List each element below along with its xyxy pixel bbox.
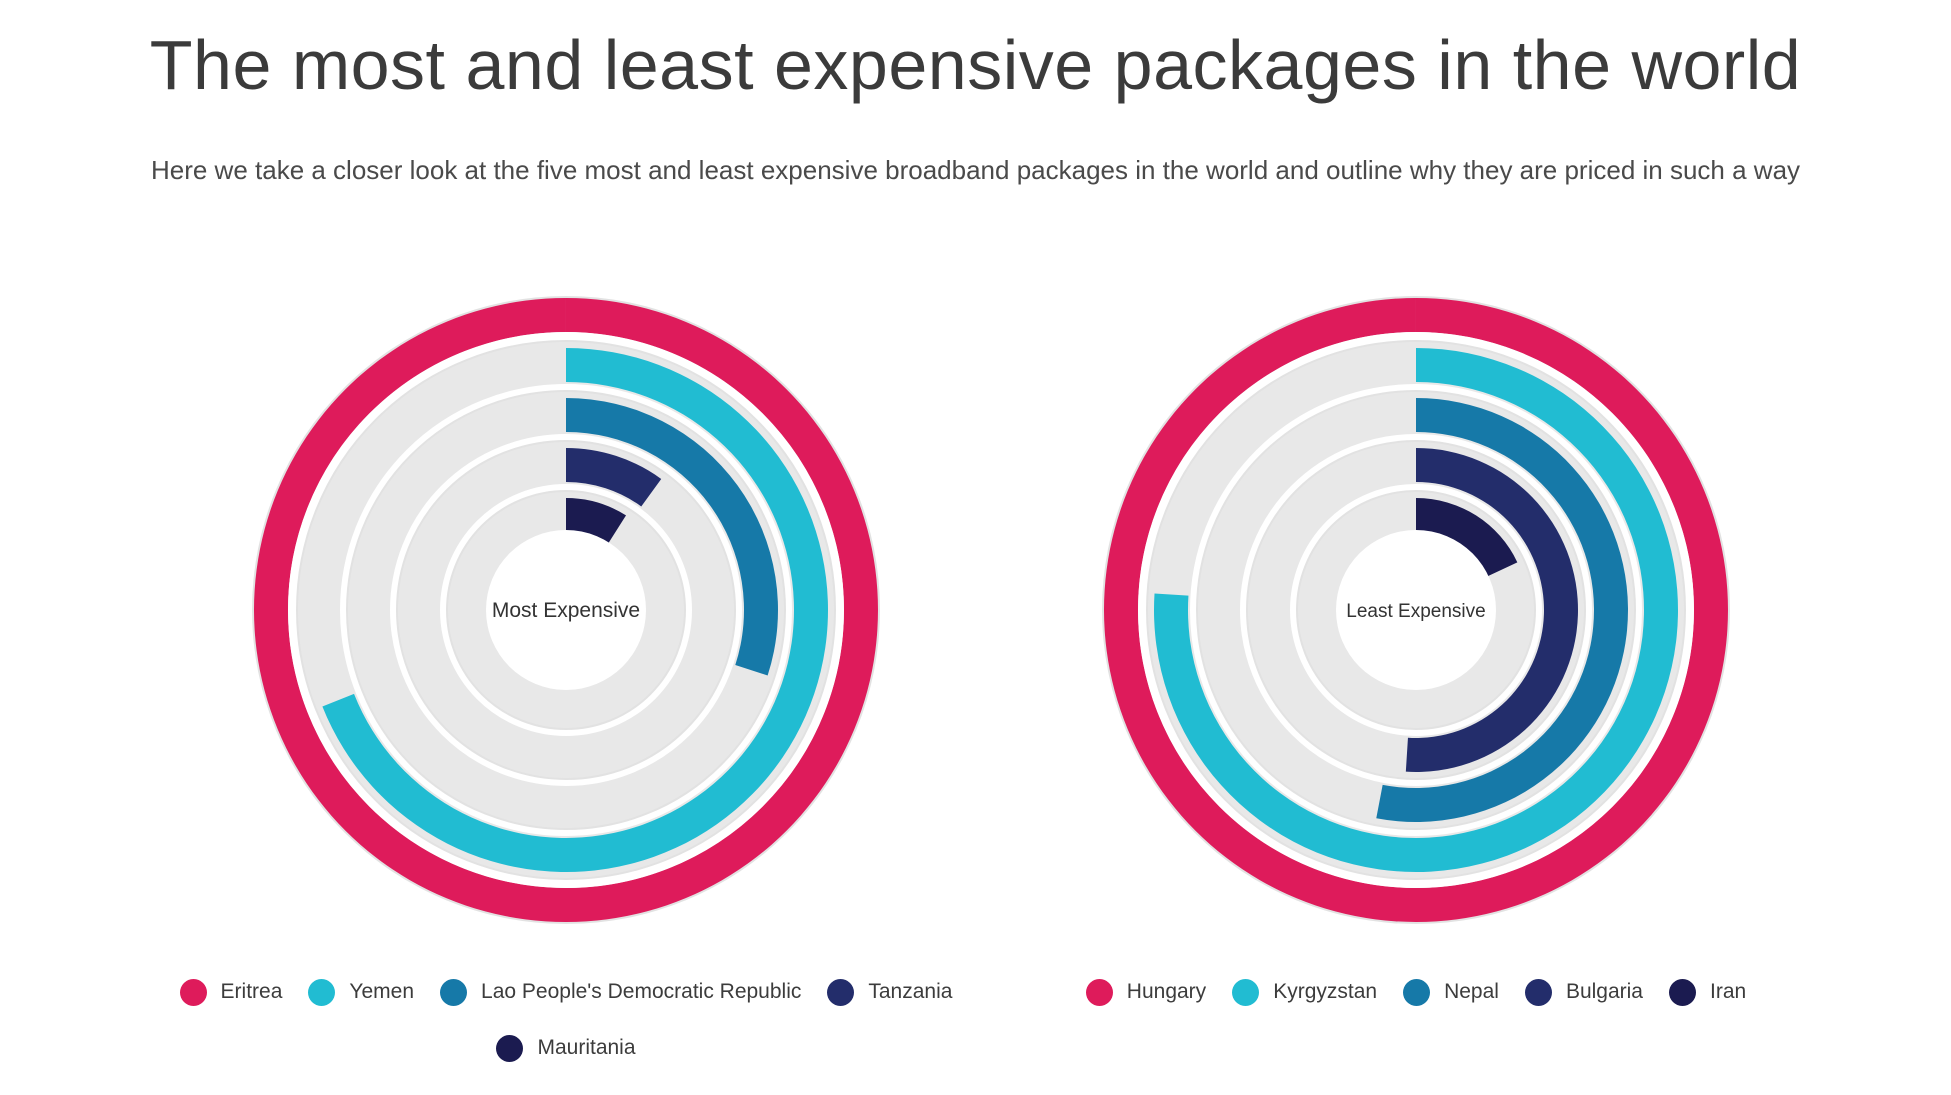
legend-swatch-icon bbox=[1524, 978, 1552, 1006]
least-expensive-legend: Hungary Kyrgyzstan Nepal Bulgaria Iran bbox=[1000, 975, 1832, 1009]
legend-swatch-icon bbox=[308, 978, 336, 1006]
least-center-label: Least Expensive bbox=[1346, 601, 1485, 622]
legend-label: Kyrgyzstan bbox=[1273, 980, 1378, 1003]
legend-swatch-icon bbox=[827, 978, 855, 1006]
least-legend-item-nepal[interactable]: Nepal bbox=[1403, 975, 1499, 1009]
legend-label: Yemen bbox=[349, 980, 415, 1003]
least-arc-bulgaria[interactable]: Bulgaria bbox=[1405, 448, 1579, 772]
most-legend-item-mauritania[interactable]: Mauritania bbox=[496, 1031, 636, 1065]
most-track-mauritania bbox=[447, 492, 684, 728]
legend-label: Eritrea bbox=[220, 980, 283, 1003]
most-ring-separator bbox=[440, 484, 692, 736]
least-legend-item-bulgaria[interactable]: Bulgaria bbox=[1524, 975, 1643, 1009]
least-ring-separator bbox=[1240, 434, 1592, 786]
legend-label: Mauritania bbox=[537, 1036, 636, 1059]
page-title: The most and least expensive packages in… bbox=[149, 26, 1802, 104]
legend-label: Tanzania bbox=[868, 980, 953, 1003]
most-chart-center bbox=[486, 530, 646, 690]
least-arc-nepal[interactable]: Nepal bbox=[1376, 398, 1628, 822]
page-subtitle: Here we take a closer look at the five m… bbox=[150, 155, 1801, 185]
most-center-label: Most Expensive bbox=[492, 599, 640, 622]
legend-swatch-icon bbox=[1085, 978, 1113, 1006]
most-expensive-legend: Eritrea Yemen Lao People's Democratic Repu… bbox=[150, 975, 982, 1065]
most-legend-item-lao-people-s-democratic-republic[interactable]: Lao People's Democratic Republic bbox=[440, 975, 801, 1009]
least-legend-item-hungary[interactable]: Hungary bbox=[1085, 975, 1207, 1009]
least-legend-item-kyrgyzstan[interactable]: Kyrgyzstan bbox=[1232, 975, 1377, 1009]
most-outer-gap bbox=[288, 332, 844, 888]
legend-swatch-icon bbox=[179, 978, 207, 1006]
legend-swatch-icon bbox=[496, 1034, 524, 1062]
legend-label: Bulgaria bbox=[1565, 980, 1643, 1003]
legend-label: Hungary bbox=[1126, 980, 1207, 1003]
legend-swatch-icon bbox=[1669, 978, 1696, 1006]
least-outer-gap bbox=[1138, 332, 1694, 888]
most-legend-item-tanzania[interactable]: Tanzania bbox=[827, 975, 952, 1009]
legend-label: Nepal bbox=[1444, 980, 1499, 1003]
most-arc-tanzania[interactable]: Tanzania bbox=[566, 448, 662, 507]
least-ring-separator bbox=[1290, 484, 1542, 736]
legend-swatch-icon bbox=[1232, 978, 1260, 1006]
most-ring-separator bbox=[390, 434, 742, 786]
legend-swatch-icon bbox=[1403, 978, 1431, 1006]
least-legend-item-iran[interactable]: Iran bbox=[1669, 975, 1746, 1009]
legend-label: Lao People's Democratic Republic bbox=[481, 980, 802, 1003]
most-arc-lao-people-s-democratic-republic[interactable]: Lao People's Democratic Republic bbox=[566, 398, 778, 676]
most-legend-item-eritrea[interactable]: Eritrea bbox=[179, 975, 283, 1009]
most-legend-item-yemen[interactable]: Yemen bbox=[308, 975, 414, 1009]
least-arc-iran[interactable]: Iran bbox=[1416, 498, 1518, 577]
least-expensive-chart: HungaryKyrgyzstanNepalBulgariaIranLeast … bbox=[1076, 270, 1756, 950]
most-ring-separator bbox=[340, 384, 792, 836]
legend-swatch-icon bbox=[440, 978, 468, 1006]
legend-label: Iran bbox=[1710, 980, 1747, 1003]
least-ring-separator bbox=[1190, 384, 1642, 836]
least-chart-center bbox=[1336, 530, 1496, 690]
